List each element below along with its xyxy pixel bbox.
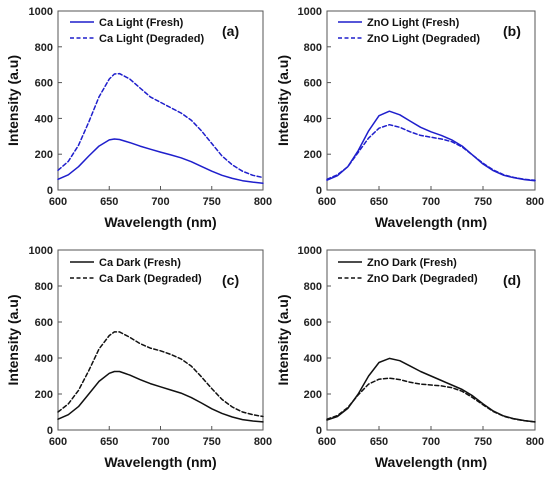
x-tick-label: 650 <box>100 196 118 208</box>
x-axis-title: Wavelength (nm) <box>104 214 216 230</box>
x-tick-label: 650 <box>100 436 118 448</box>
y-tick-label: 200 <box>304 149 322 161</box>
y-tick-label: 1000 <box>298 245 322 257</box>
x-tick-label: 600 <box>318 196 336 208</box>
y-tick-label: 400 <box>304 353 322 365</box>
legend-entry-label: ZnO Dark (Fresh) <box>367 257 457 269</box>
x-tick-label: 750 <box>203 436 221 448</box>
legend-entry-label: Ca Dark (Fresh) <box>99 257 181 269</box>
y-tick-label: 200 <box>304 389 322 401</box>
series-line-fresh <box>57 138 264 184</box>
y-tick-label: 1000 <box>29 245 53 257</box>
legend-entry-label: ZnO Light (Fresh) <box>367 17 460 29</box>
y-tick-label: 600 <box>35 317 53 329</box>
series-line-fresh <box>326 357 536 423</box>
x-axis-title: Wavelength (nm) <box>104 454 216 470</box>
x-axis-title: Wavelength (nm) <box>375 214 487 230</box>
series-line-degraded <box>326 377 536 423</box>
x-tick-label: 650 <box>370 196 388 208</box>
x-tick-label: 700 <box>422 196 440 208</box>
series-line-fresh <box>326 110 536 182</box>
x-tick-label: 600 <box>49 436 67 448</box>
y-tick-label: 600 <box>304 78 322 90</box>
panel-label-a: (a) <box>222 23 239 39</box>
panel-label-b: (b) <box>503 23 521 39</box>
y-axis-title: Intensity (a.u) <box>5 55 21 146</box>
legend-entry-label: Ca Dark (Degraded) <box>99 273 202 285</box>
legend-entry-label: ZnO Dark (Degraded) <box>367 273 478 285</box>
chart-panel-d: 600 650 700 750 800 0 200 400 600 800 1000 Waveleng… <box>275 245 544 470</box>
y-tick-label: 1000 <box>29 6 53 18</box>
x-tick-label: 800 <box>526 436 544 448</box>
y-tick-label: 400 <box>35 113 53 125</box>
y-tick-label: 0 <box>47 185 53 197</box>
x-tick-label: 700 <box>151 436 169 448</box>
x-tick-label: 600 <box>49 196 67 208</box>
chart-panel-b: 600 650 700 750 800 0 200 400 600 800 1000 Waveleng… <box>275 6 544 230</box>
legend-entry-label: Ca Light (Degraded) <box>99 33 204 45</box>
y-tick-label: 800 <box>304 42 322 54</box>
y-tick-label: 800 <box>304 281 322 293</box>
chart-panel-c: 600 650 700 750 800 0 200 400 600 800 1000 Waveleng… <box>5 245 272 470</box>
x-axis-title: Wavelength (nm) <box>375 454 487 470</box>
y-tick-label: 400 <box>304 113 322 125</box>
y-tick-label: 1000 <box>298 6 322 18</box>
y-axis-title: Intensity (a.u) <box>5 294 21 385</box>
chart-panel-a: 600 650 700 750 800 0 200 400 600 800 1000 Waveleng… <box>5 6 272 230</box>
y-tick-label: 600 <box>35 78 53 90</box>
x-tick-label: 750 <box>474 196 492 208</box>
x-tick-label: 750 <box>474 436 492 448</box>
x-tick-label: 700 <box>151 196 169 208</box>
x-tick-label: 600 <box>318 436 336 448</box>
x-tick-label: 800 <box>254 436 272 448</box>
y-tick-label: 800 <box>35 42 53 54</box>
legend-entry-label: ZnO Light (Degraded) <box>367 33 480 45</box>
y-tick-label: 0 <box>316 185 322 197</box>
series-line-fresh <box>57 370 264 423</box>
series-line-degraded <box>326 123 536 182</box>
y-tick-label: 200 <box>35 389 53 401</box>
y-tick-label: 400 <box>35 353 53 365</box>
legend-entry-label: Ca Light (Fresh) <box>99 17 184 29</box>
y-tick-label: 0 <box>47 425 53 437</box>
y-tick-label: 600 <box>304 317 322 329</box>
series-line-degraded <box>57 72 264 179</box>
panel-label-d: (d) <box>503 272 521 288</box>
x-tick-label: 650 <box>370 436 388 448</box>
y-tick-label: 200 <box>35 149 53 161</box>
y-axis-title: Intensity (a.u) <box>275 55 291 146</box>
series-line-degraded <box>57 331 264 418</box>
y-tick-label: 0 <box>316 425 322 437</box>
x-tick-label: 800 <box>254 196 272 208</box>
y-axis-title: Intensity (a.u) <box>275 294 291 385</box>
x-tick-label: 800 <box>526 196 544 208</box>
x-tick-label: 700 <box>422 436 440 448</box>
x-tick-label: 750 <box>203 196 221 208</box>
panel-label-c: (c) <box>222 272 239 288</box>
y-tick-label: 800 <box>35 281 53 293</box>
